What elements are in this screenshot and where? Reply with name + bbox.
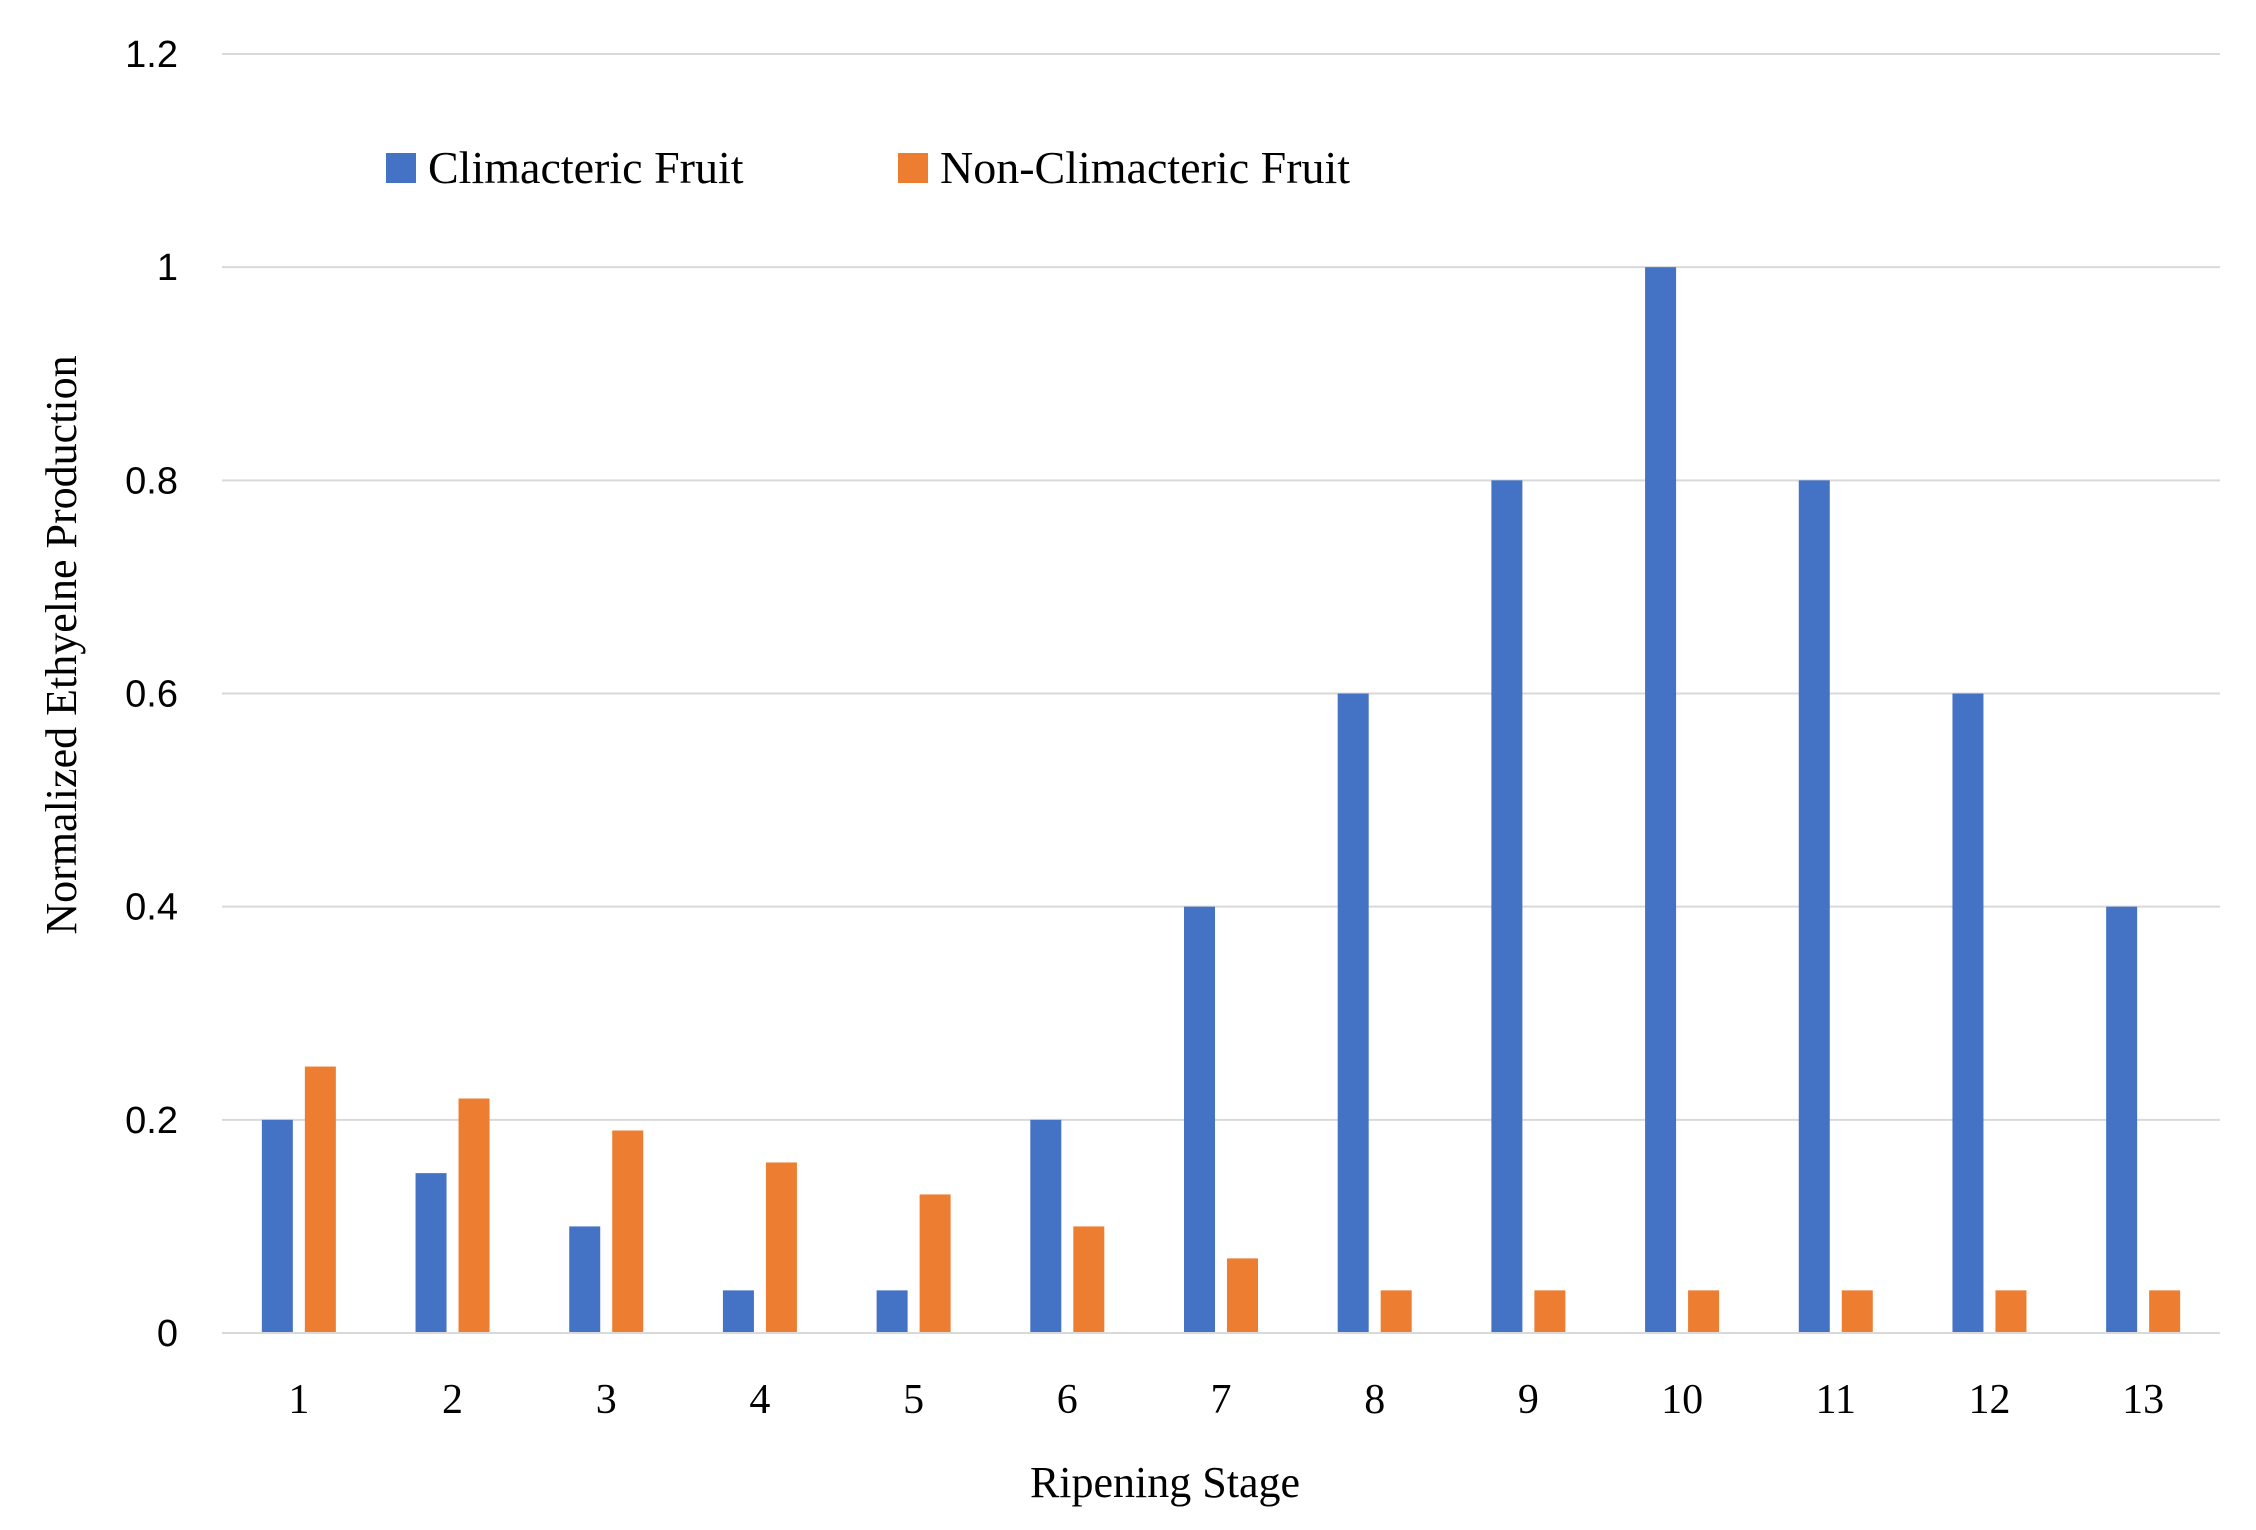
bar-climacteric-4 xyxy=(722,1290,754,1333)
y-tick-label: 0.8 xyxy=(125,460,178,502)
bar-climacteric-12 xyxy=(1952,693,1984,1333)
bar-non-climacteric-9 xyxy=(1534,1290,1566,1333)
y-tick-label: 0.4 xyxy=(125,887,178,929)
x-tick-label: 12 xyxy=(1968,1377,2010,1423)
y-tick-label: 0.2 xyxy=(125,1100,178,1142)
x-axis-ticks: 1 2 3 4 5 6 7 8 9 10 11 12 13 xyxy=(288,1377,2164,1423)
x-tick-label: 4 xyxy=(749,1377,770,1423)
bar-climacteric-5 xyxy=(876,1290,908,1333)
x-tick-label: 7 xyxy=(1211,1377,1232,1423)
legend-swatch-climacteric xyxy=(386,153,416,183)
x-tick-label: 13 xyxy=(2122,1377,2164,1423)
bar-climacteric-3 xyxy=(569,1226,601,1333)
grid-lines xyxy=(222,53,2220,1121)
bar-climacteric-6 xyxy=(1030,1119,1062,1333)
bar-non-climacteric-10 xyxy=(1688,1290,1720,1333)
legend-swatch-non-climacteric xyxy=(898,153,928,183)
bar-non-climacteric-7 xyxy=(1227,1258,1258,1333)
bar-climacteric-7 xyxy=(1184,906,1215,1333)
bar-non-climacteric-11 xyxy=(1841,1290,1873,1333)
x-tick-label: 6 xyxy=(1057,1377,1078,1423)
bar-non-climacteric-2 xyxy=(458,1098,490,1333)
y-axis-ticks: 0 0.2 0.4 0.6 0.8 1 1.2 xyxy=(125,34,178,1355)
bar-non-climacteric-8 xyxy=(1380,1290,1412,1333)
x-tick-label: 3 xyxy=(596,1377,617,1423)
x-tick-label: 11 xyxy=(1816,1377,1856,1423)
legend-label-climacteric: Climacteric Fruit xyxy=(428,142,744,193)
x-tick-label: 10 xyxy=(1661,1377,1703,1423)
bars xyxy=(261,267,2181,1334)
legend-label-non-climacteric: Non-Climacteric Fruit xyxy=(940,142,1350,193)
y-axis-title: Normalized Ethyelne Production xyxy=(37,355,86,934)
x-tick-label: 9 xyxy=(1518,1377,1539,1423)
bar-climacteric-11 xyxy=(1798,480,1830,1333)
y-tick-label: 1.2 xyxy=(125,34,178,76)
y-tick-label: 0 xyxy=(157,1313,178,1355)
bar-non-climacteric-3 xyxy=(612,1130,644,1333)
bar-non-climacteric-6 xyxy=(1073,1226,1105,1333)
bar-non-climacteric-4 xyxy=(765,1162,797,1333)
y-tick-label: 0.6 xyxy=(125,674,178,716)
bar-climacteric-10 xyxy=(1645,267,1677,1334)
x-axis-title: Ripening Stage xyxy=(1030,1458,1300,1507)
bar-non-climacteric-1 xyxy=(304,1066,336,1333)
legend: Climacteric Fruit Non-Climacteric Fruit xyxy=(386,142,1350,193)
x-tick-label: 8 xyxy=(1364,1377,1385,1423)
bar-climacteric-9 xyxy=(1491,480,1523,1333)
bar-climacteric-2 xyxy=(415,1173,447,1333)
bar-climacteric-13 xyxy=(2106,906,2138,1333)
bar-non-climacteric-5 xyxy=(919,1194,951,1333)
bar-climacteric-1 xyxy=(261,1119,293,1333)
bar-non-climacteric-13 xyxy=(2149,1290,2181,1333)
y-tick-label: 1 xyxy=(157,247,178,289)
bar-non-climacteric-12 xyxy=(1995,1290,2027,1333)
x-tick-label: 1 xyxy=(288,1377,309,1423)
bar-climacteric-8 xyxy=(1337,693,1369,1333)
x-tick-label: 5 xyxy=(903,1377,924,1423)
x-tick-label: 2 xyxy=(442,1377,463,1423)
